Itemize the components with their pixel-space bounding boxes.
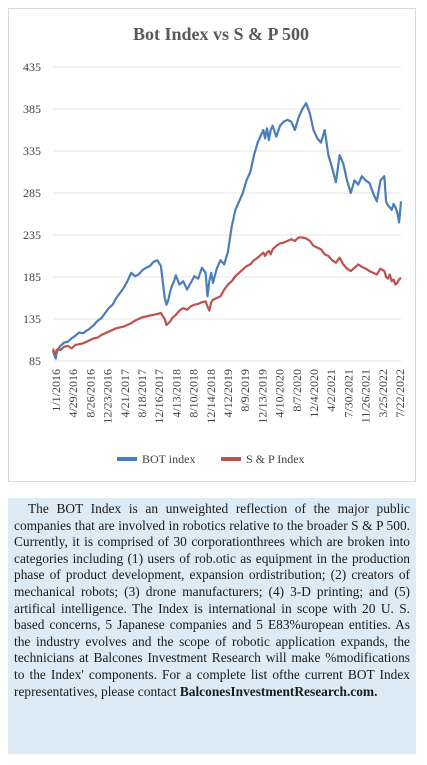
contact-link[interactable]: BalconesInvestmentResearch.com. [179, 683, 378, 699]
x-tick-label: 8/9/2019 [238, 369, 252, 412]
x-tick-label: 8/18/2017 [135, 369, 149, 418]
y-tick-label: 285 [23, 186, 41, 200]
x-tick-label: 12/4/2020 [307, 369, 321, 418]
x-tick-label: 12/23/2016 [101, 369, 115, 424]
y-tick-label: 85 [29, 354, 41, 368]
x-tick-label: 12/14/2018 [204, 369, 218, 424]
x-tick-label: 4/13/2018 [169, 369, 183, 418]
description-paragraph: The BOT Index is an unweighted reflectio… [14, 501, 410, 700]
x-tick-label: 4/12/2019 [221, 369, 235, 418]
y-tick-label: 385 [23, 102, 41, 116]
y-tick-label: 185 [23, 270, 41, 284]
description-box: The BOT Index is an unweighted reflectio… [8, 498, 416, 754]
legend-label-bot-index: BOT index [142, 452, 195, 466]
x-tick-label: 4/29/2016 [66, 369, 80, 418]
x-axis-ticks: 1/1/2016 4/29/2016 8/26/2016 12/23/2016 4/21… [49, 369, 407, 424]
y-tick-label: 435 [23, 60, 41, 74]
y-tick-label: 135 [23, 312, 41, 326]
series-line-s-p-index [51, 236, 402, 357]
description-text: The BOT Index is an unweighted reflectio… [14, 501, 410, 699]
x-tick-label: 8/7/2020 [290, 369, 304, 412]
x-tick-label: 3/25/2022 [376, 369, 390, 418]
x-tick-label: 7/30/2021 [341, 369, 355, 418]
y-tick-label: 335 [23, 144, 41, 158]
x-tick-label: 1/1/2016 [49, 369, 63, 412]
x-tick-label: 12/13/2019 [255, 369, 269, 424]
x-tick-label: 12/16/2017 [152, 369, 166, 424]
y-tick-label: 235 [23, 228, 41, 242]
x-tick-label: 8/26/2016 [83, 369, 97, 418]
series-line-bot-index [51, 101, 403, 360]
x-tick-label: 4/10/2020 [273, 369, 287, 418]
series-lines [51, 101, 403, 360]
line-chart: Bot Index vs S & P 500 85 135 185 235 285 335… [23, 24, 407, 466]
x-tick-label: 7/22/2022 [393, 369, 407, 418]
x-tick-label: 4/21/2017 [118, 369, 132, 418]
chart-title: Bot Index vs S & P 500 [133, 24, 309, 44]
gridlines [53, 66, 401, 362]
chart-frame: Bot Index vs S & P 500 85 135 185 235 285 335… [8, 8, 416, 482]
x-tick-label: 8/10/2018 [187, 369, 201, 418]
y-axis-ticks: 85 135 185 235 285 335 385 435 [23, 60, 41, 368]
legend: BOT index S & P Index [117, 452, 305, 466]
x-tick-label: 4/2/2021 [324, 369, 338, 412]
x-tick-label: 11/26/2021 [359, 369, 373, 423]
legend-label-sp-index: S & P Index [246, 452, 305, 466]
